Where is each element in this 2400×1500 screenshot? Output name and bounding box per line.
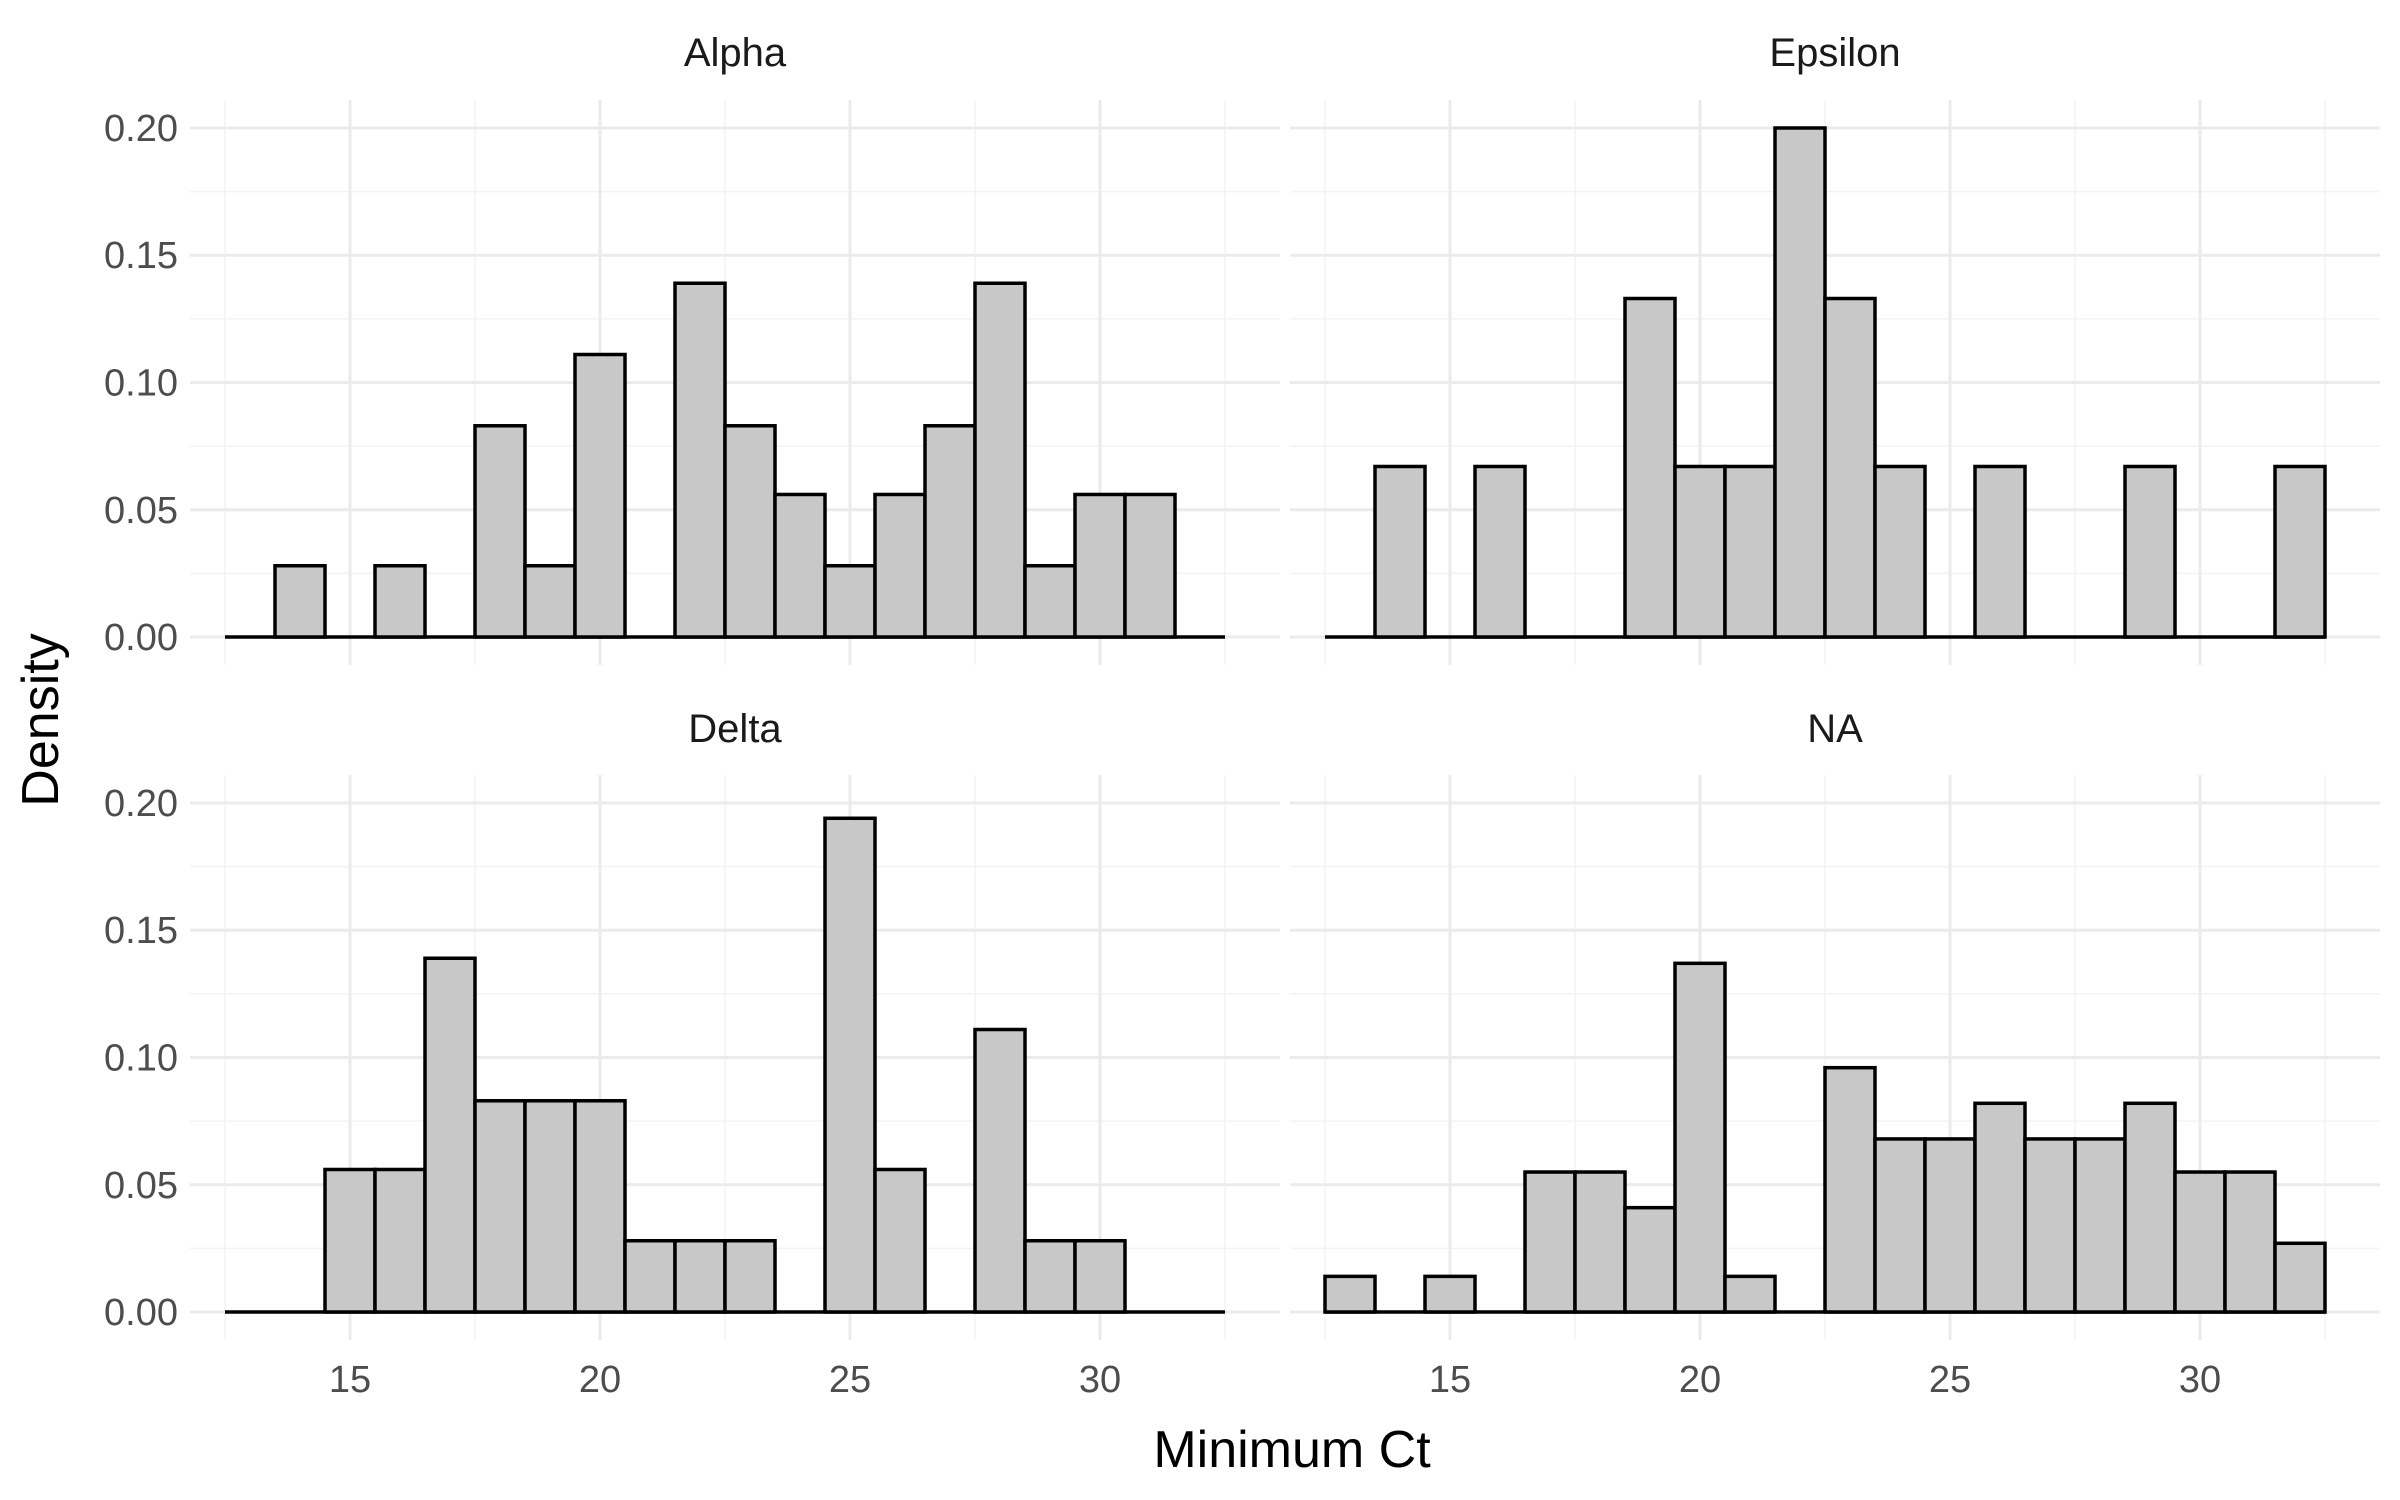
histogram-bar bbox=[1073, 492, 1127, 639]
facet-title: NA bbox=[1807, 707, 1863, 751]
histogram-bar bbox=[323, 1167, 377, 1314]
histogram-bar bbox=[773, 492, 827, 639]
y-tick-label: 0.00 bbox=[104, 617, 178, 659]
x-tick-label: 30 bbox=[1079, 1359, 1121, 1401]
histogram-bar bbox=[2023, 1137, 2077, 1314]
histogram-bar bbox=[1723, 1274, 1777, 1314]
y-axis-title: Density bbox=[12, 633, 70, 806]
y-tick-label: 0.15 bbox=[104, 910, 178, 952]
histogram-bar bbox=[1423, 1274, 1477, 1314]
histogram-bar bbox=[573, 352, 627, 639]
x-tick-label: 15 bbox=[329, 1359, 371, 1401]
histogram-bar bbox=[1873, 1137, 1927, 1314]
x-axis-title: Minimum Ct bbox=[1153, 1421, 1431, 1479]
histogram-bar bbox=[723, 1238, 777, 1314]
y-tick-label: 0.10 bbox=[104, 1038, 178, 1080]
facet-title: Epsilon bbox=[1769, 31, 1900, 75]
y-tick-label: 0.20 bbox=[104, 783, 178, 825]
histogram-bar bbox=[2123, 464, 2177, 639]
histogram-bar bbox=[273, 563, 327, 639]
histogram-bar bbox=[2123, 1101, 2177, 1314]
y-tick-label: 0.15 bbox=[104, 235, 178, 277]
y-tick-label: 0.10 bbox=[104, 363, 178, 405]
histogram-bar bbox=[2073, 1137, 2127, 1314]
histogram-bar bbox=[2173, 1170, 2227, 1314]
histogram-bar bbox=[1823, 296, 1877, 639]
facet-na: NA 15 20 25 30 bbox=[1290, 707, 2380, 1401]
y-tick-label: 0.00 bbox=[104, 1292, 178, 1334]
histogram-bar bbox=[823, 563, 877, 639]
histogram-bar bbox=[1923, 1137, 1977, 1314]
histogram-bar bbox=[673, 1238, 727, 1314]
y-tick-label: 0.20 bbox=[104, 108, 178, 150]
facet-panels: Alpha 0.00 0.05 0.10 0.15 0.20 Epsilon Delta 0.0… bbox=[104, 31, 2380, 1401]
histogram-bar bbox=[623, 1238, 677, 1314]
x-tick-label: 20 bbox=[579, 1359, 621, 1401]
histogram-bar bbox=[473, 1099, 527, 1314]
x-tick-label: 25 bbox=[1929, 1359, 1971, 1401]
facet-title: Delta bbox=[688, 707, 782, 751]
histogram-bar bbox=[2273, 1241, 2327, 1314]
histogram-bar bbox=[373, 1167, 427, 1314]
histogram-bar bbox=[1523, 1170, 1577, 1314]
histogram-bar bbox=[1373, 464, 1427, 639]
facet-epsilon: Epsilon bbox=[1290, 31, 2380, 665]
histogram-bar bbox=[973, 1027, 1027, 1314]
histogram-bar bbox=[1723, 464, 1777, 639]
x-tick-label: 15 bbox=[1429, 1359, 1471, 1401]
facet-title: Alpha bbox=[684, 31, 787, 75]
x-tick-label: 30 bbox=[2179, 1359, 2221, 1401]
histogram-bar bbox=[923, 424, 977, 639]
x-tick-label: 25 bbox=[829, 1359, 871, 1401]
histogram-bar bbox=[423, 956, 477, 1314]
histogram-bar bbox=[1873, 464, 1927, 639]
histogram-bar bbox=[373, 563, 427, 639]
histogram-bar bbox=[1623, 1205, 1677, 1314]
facet-alpha: Alpha 0.00 0.05 0.10 0.15 0.20 bbox=[104, 31, 1280, 665]
histogram-bar bbox=[573, 1099, 627, 1314]
histogram-bar bbox=[1123, 492, 1177, 639]
histogram-bar bbox=[1573, 1170, 1627, 1314]
x-tick-label: 20 bbox=[1679, 1359, 1721, 1401]
histogram-bar bbox=[1473, 464, 1527, 639]
histogram-bar bbox=[473, 424, 527, 639]
histogram-bar bbox=[1023, 563, 1077, 639]
facet-delta: Delta 0.00 0.05 0.10 0.15 0.20 15 20 25 30 bbox=[104, 707, 1280, 1401]
histogram-bar bbox=[1773, 126, 1827, 639]
histogram-bar bbox=[1973, 464, 2027, 639]
histogram-bar bbox=[1823, 1065, 1877, 1314]
histogram-bar bbox=[1323, 1274, 1377, 1314]
histogram-bar bbox=[2223, 1170, 2277, 1314]
histogram-bar bbox=[523, 1099, 577, 1314]
histogram-bar bbox=[1973, 1101, 2027, 1314]
histogram-bar bbox=[523, 563, 577, 639]
histogram-bar bbox=[1673, 961, 1727, 1314]
histogram-bar bbox=[1073, 1238, 1127, 1314]
histogram-bar bbox=[1023, 1238, 1077, 1314]
histogram-bar bbox=[973, 281, 1027, 639]
y-tick-label: 0.05 bbox=[104, 490, 178, 532]
histogram-bar bbox=[873, 492, 927, 639]
histogram-bar bbox=[823, 816, 877, 1314]
histogram-bar bbox=[1623, 296, 1677, 639]
histogram-bar bbox=[673, 281, 727, 639]
histogram-bar bbox=[2273, 464, 2327, 639]
histogram-bar bbox=[723, 424, 777, 639]
y-tick-label: 0.05 bbox=[104, 1165, 178, 1207]
histogram-bar bbox=[1673, 464, 1727, 639]
histogram-bar bbox=[873, 1167, 927, 1314]
